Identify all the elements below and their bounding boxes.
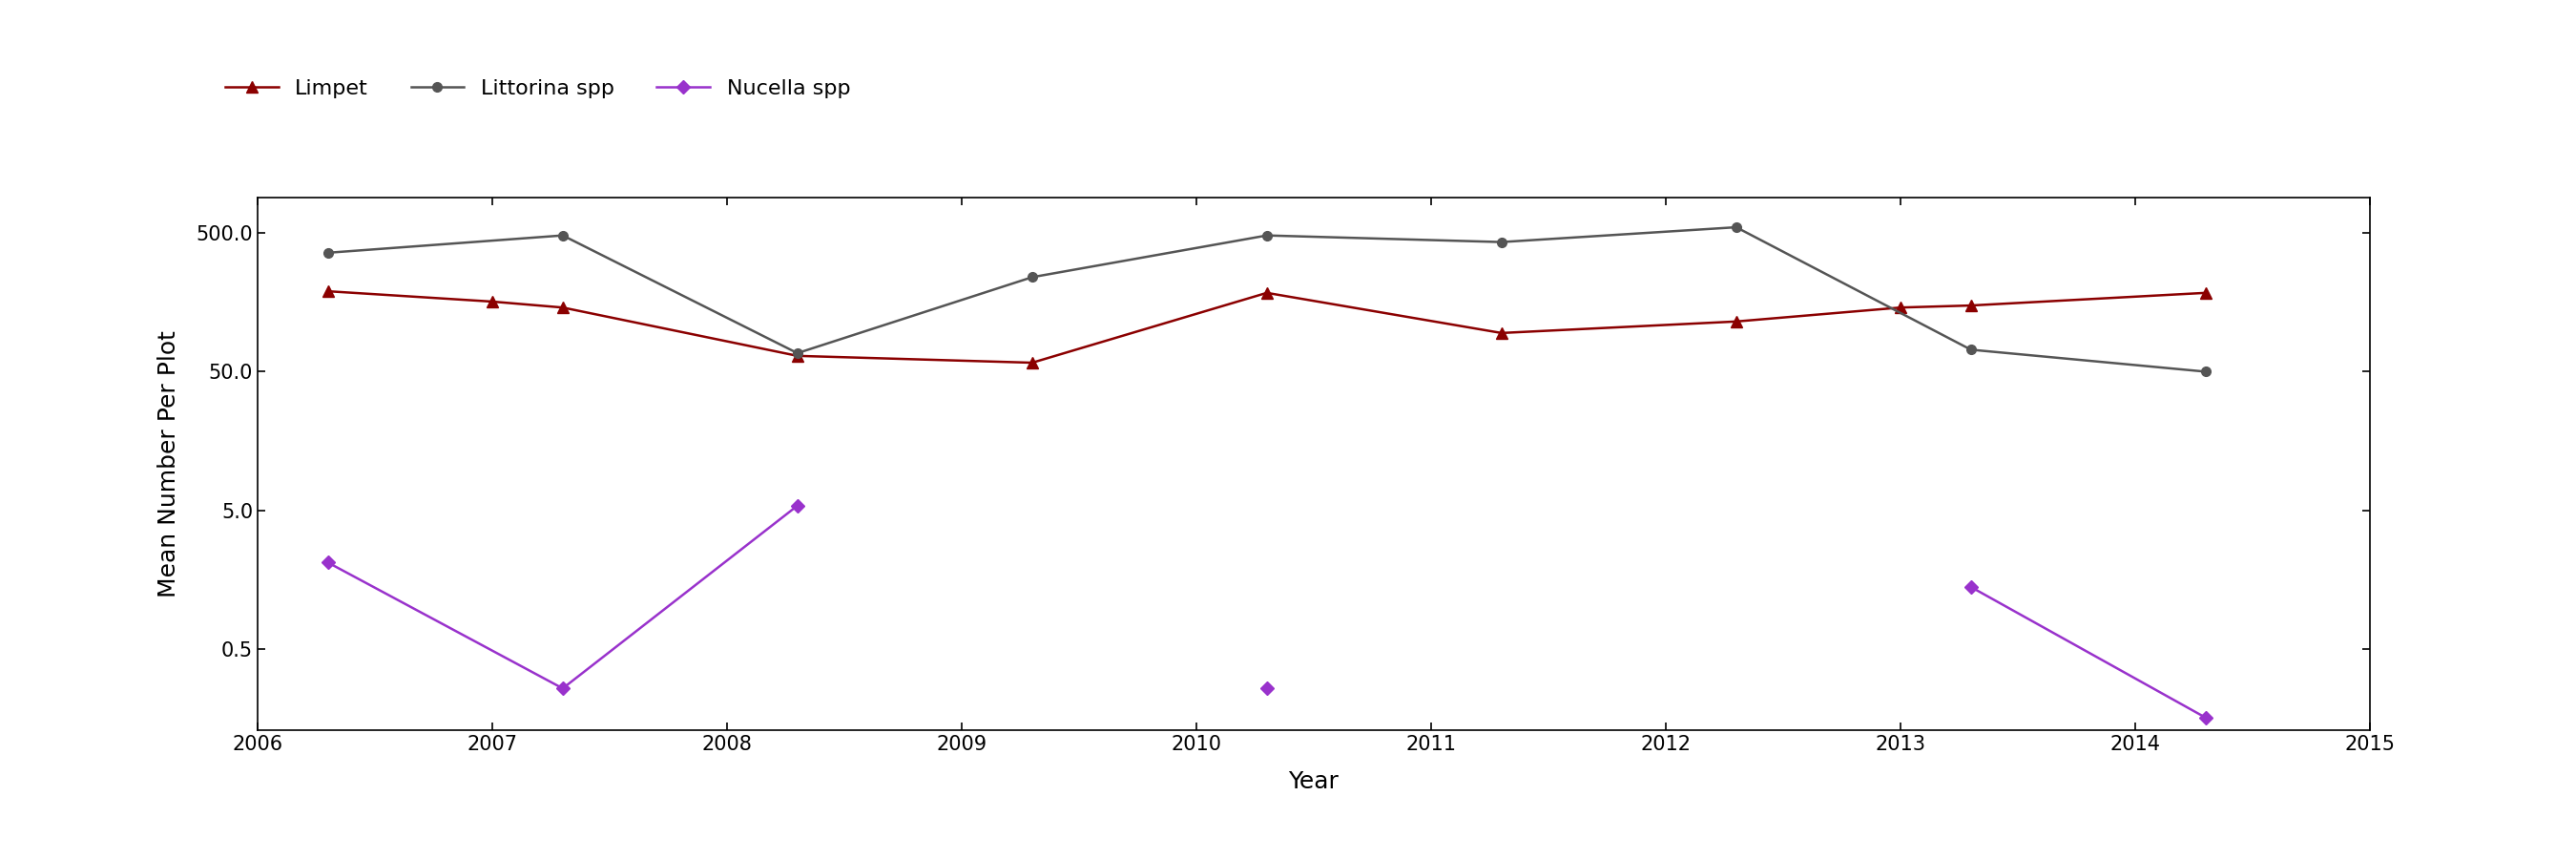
Legend: Limpet, Littorina spp, Nucella spp: Limpet, Littorina spp, Nucella spp <box>216 70 858 107</box>
Y-axis label: Mean Number Per Plot: Mean Number Per Plot <box>157 331 180 597</box>
X-axis label: Year: Year <box>1288 770 1340 793</box>
